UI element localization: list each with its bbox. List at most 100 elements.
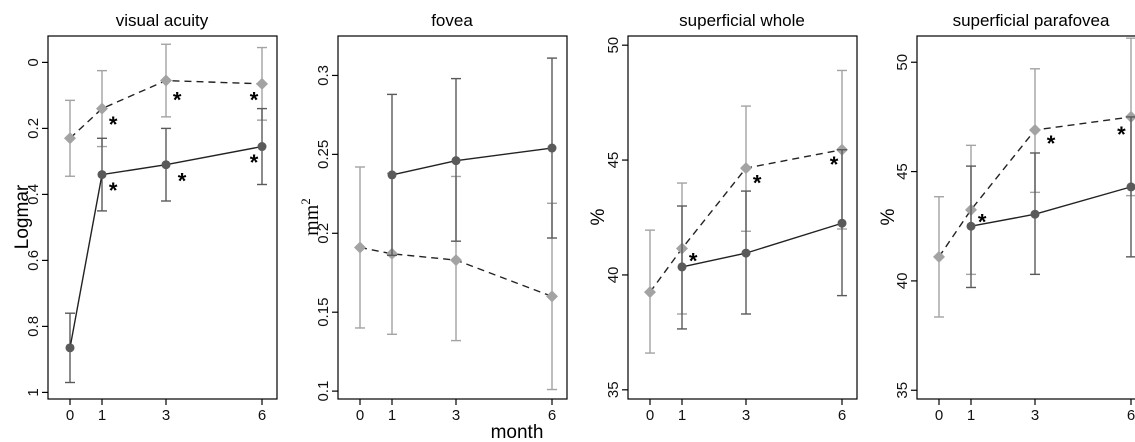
- x-tick-label: 6: [258, 407, 266, 424]
- circle-marker: [451, 156, 461, 166]
- circle-marker: [97, 170, 107, 180]
- significance-asterisk: *: [830, 152, 839, 177]
- significance-asterisk: *: [250, 87, 259, 112]
- solid-series-line: [391, 147, 553, 176]
- y-axis-label: %: [878, 208, 899, 225]
- circle-marker: [547, 143, 557, 153]
- x-tick-label: 0: [356, 407, 364, 424]
- significance-asterisk: *: [173, 87, 182, 112]
- x-tick-label: 0: [935, 407, 943, 424]
- y-tick-label: 50: [894, 54, 911, 71]
- plot-frame: [47, 35, 278, 400]
- x-tick-label: 0: [66, 407, 74, 424]
- diamond-marker: [450, 254, 462, 267]
- diamond-marker: [740, 162, 752, 175]
- y-tick-label: 0.2: [25, 118, 42, 139]
- plot-area: 0 0.2 0.4 0.6 0.8 1 0 1 3 6 * * * * * *: [25, 43, 268, 424]
- x-tick-label: 0: [646, 407, 654, 424]
- plot-area: 35 40 45 50 0 1 3 6 * * *: [894, 37, 1135, 424]
- plot-area: 35 40 45 50 0 1 3 6 * * *: [605, 37, 848, 424]
- y-tick-label: 35: [605, 381, 622, 398]
- y-tick-label: 35: [894, 382, 911, 399]
- x-tick-label: 3: [1031, 407, 1039, 424]
- diamond-marker: [160, 74, 172, 87]
- diamond-marker: [64, 132, 76, 145]
- circle-marker: [65, 343, 75, 353]
- circle-marker: [966, 221, 976, 231]
- diamond-marker: [96, 102, 108, 115]
- significance-asterisk: *: [1117, 122, 1126, 147]
- plot-frame: [337, 35, 568, 400]
- panel-title: visual acuity: [116, 11, 209, 30]
- dashed-series-line: [938, 116, 1132, 258]
- y-tick-label: 0: [25, 58, 42, 66]
- significance-asterisk: *: [1047, 131, 1056, 156]
- x-axis-label: month: [491, 422, 544, 442]
- x-tick-label: 3: [162, 407, 170, 424]
- significance-asterisk: *: [109, 112, 118, 137]
- significance-asterisk: *: [109, 178, 118, 203]
- diamond-marker: [1029, 124, 1041, 137]
- circle-marker: [741, 248, 751, 258]
- x-tick-label: 6: [1127, 407, 1135, 424]
- x-tick-label: 1: [678, 407, 686, 424]
- circle-marker: [161, 160, 171, 170]
- plot-frame: [627, 35, 858, 400]
- panel-title: fovea: [431, 11, 473, 30]
- y-tick-label: 40: [605, 267, 622, 284]
- dashed-series-line: [69, 79, 263, 139]
- solid-series-line: [681, 222, 843, 268]
- x-tick-label: 3: [742, 407, 750, 424]
- x-tick-label: 1: [388, 407, 396, 424]
- y-tick-label: 0.1: [315, 381, 332, 402]
- y-axis-label: mm2: [298, 198, 323, 236]
- x-tick-label: 6: [838, 407, 846, 424]
- x-tick-label: 1: [967, 407, 975, 424]
- significance-asterisk: *: [178, 168, 187, 193]
- y-axis-label: Logmar: [12, 184, 33, 249]
- circle-marker: [677, 262, 687, 272]
- y-tick-label: 45: [894, 163, 911, 180]
- y-tick-label: 0.6: [25, 250, 42, 271]
- panel-title: superficial whole: [679, 11, 805, 30]
- y-tick-label: 0.2: [315, 223, 332, 244]
- plot-area: 0.1 0.15 0.2 0.25 0.3 0 1 3 6: [315, 57, 558, 424]
- dashed-series-line: [359, 246, 553, 298]
- significance-asterisk: *: [250, 150, 259, 175]
- x-tick-label: 3: [452, 407, 460, 424]
- circle-marker: [257, 142, 267, 152]
- y-axis-label-main: mm: [301, 204, 323, 236]
- y-tick-label: 0.8: [25, 316, 42, 337]
- diamond-marker: [546, 290, 558, 303]
- diamond-marker: [256, 77, 268, 90]
- circle-marker: [837, 218, 847, 228]
- y-tick-label: 0.15: [315, 298, 332, 327]
- panel-superficial-parafovea: superficial parafovea % 35 40 45 50 0 1 3 6 * * *: [878, 11, 1135, 424]
- y-tick-label: 0.3: [315, 65, 332, 86]
- y-tick-label: 40: [894, 273, 911, 290]
- circle-marker: [1030, 209, 1040, 219]
- significance-asterisk: *: [978, 210, 987, 235]
- x-tick-label: 1: [98, 407, 106, 424]
- panel-visual-acuity: visual acuity Logmar 0 0.2 0.4 0.6 0.8 1 0 1 3 6 *…: [12, 11, 278, 424]
- diamond-marker: [644, 286, 656, 299]
- x-tick-label: 6: [548, 407, 556, 424]
- dashed-series-line: [649, 149, 843, 293]
- y-axis-label-superscript: 2: [298, 198, 313, 205]
- y-tick-label: 0.25: [315, 140, 332, 169]
- y-tick-label: 45: [605, 152, 622, 169]
- significance-asterisk: *: [689, 249, 698, 274]
- diamond-marker: [354, 241, 366, 254]
- circle-marker: [387, 170, 397, 180]
- panel-superficial-whole: superficial whole % 35 40 45 50 0 1 3 6 * * *: [588, 11, 858, 424]
- panel-fovea: fovea mm2 0.1 0.15 0.2 0.25 0.3 0 1 3 6 month: [298, 11, 568, 442]
- panel-title: superficial parafovea: [953, 11, 1110, 30]
- significance-asterisk: *: [753, 170, 762, 195]
- y-tick-label: 1: [25, 388, 42, 396]
- diamond-marker: [933, 250, 945, 263]
- circle-marker: [1126, 182, 1135, 192]
- y-tick-label: 0.4: [25, 184, 42, 205]
- y-axis-label: %: [588, 208, 609, 225]
- y-tick-label: 50: [605, 37, 622, 54]
